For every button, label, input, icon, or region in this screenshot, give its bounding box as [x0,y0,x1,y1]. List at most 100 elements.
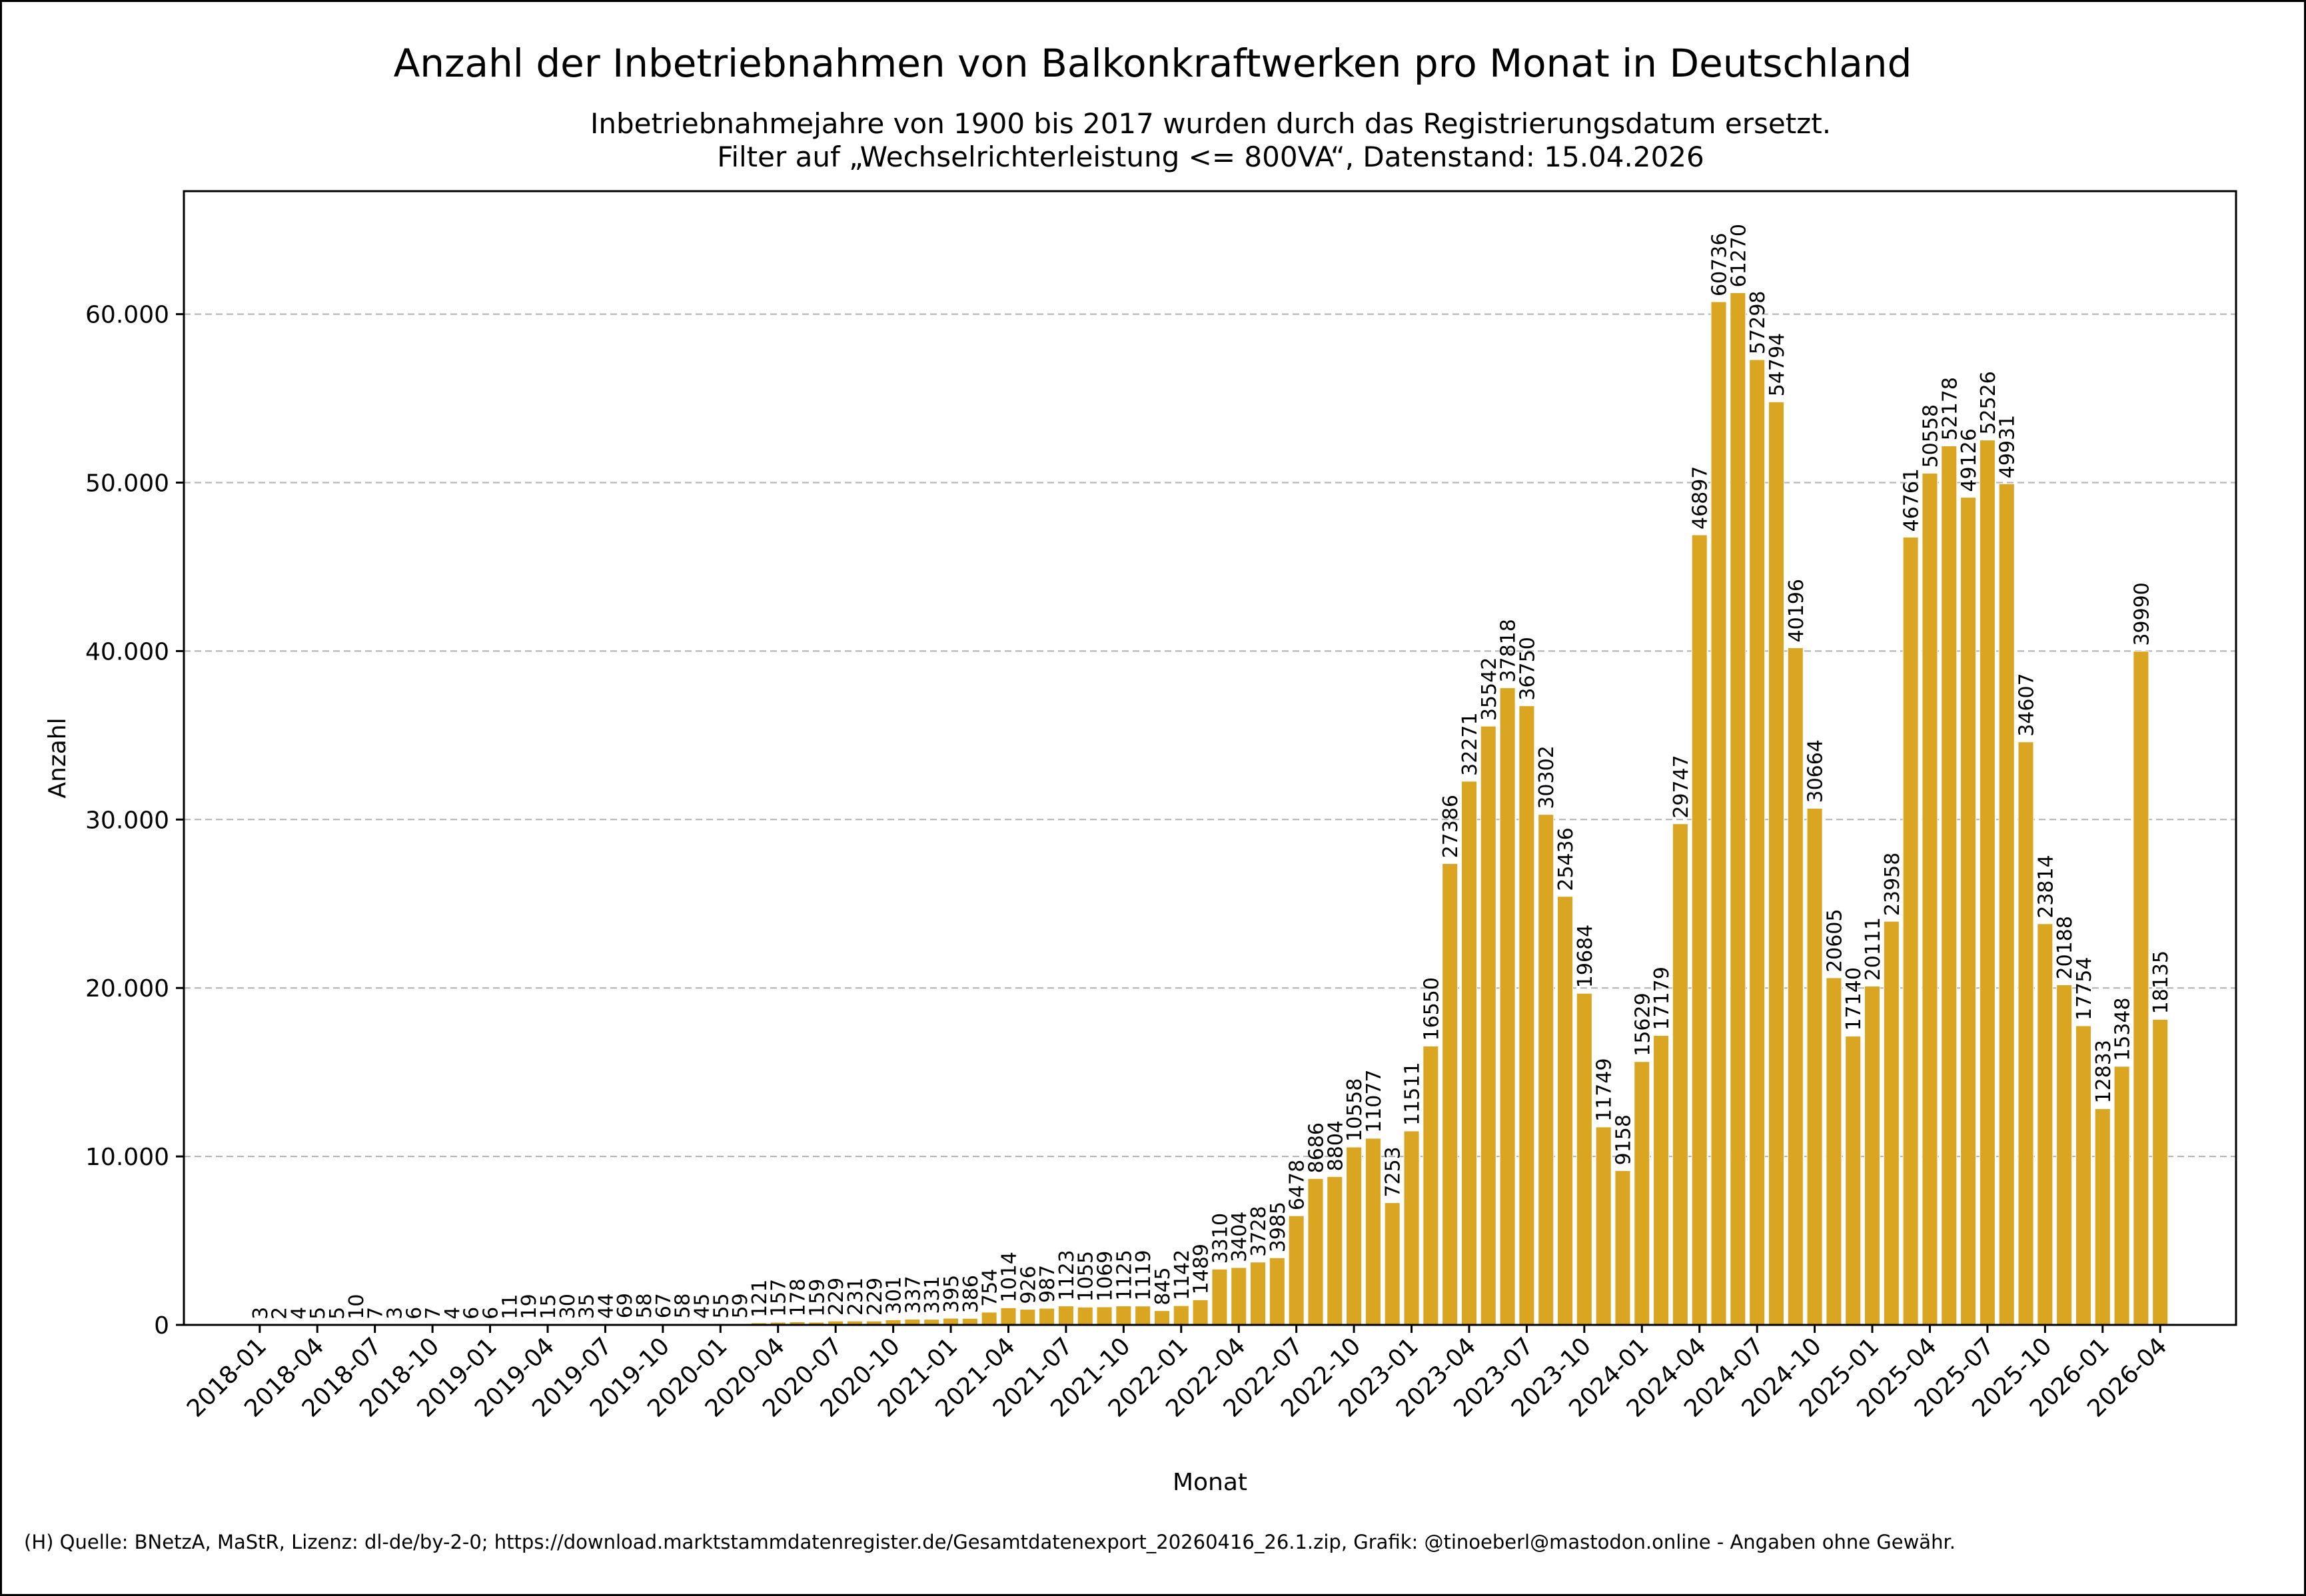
data-label: 15 [537,1294,560,1319]
data-label: 1119 [1132,1250,1155,1300]
bar [1057,1306,1074,1326]
data-label: 178 [787,1278,810,1316]
data-label: 5 [326,1307,349,1320]
y-tick-label: 10.000 [85,1144,169,1171]
bar [1960,497,1977,1326]
bar [1787,647,1804,1326]
y-tick-label: 60.000 [85,302,169,329]
bar [1979,440,1996,1326]
data-label: 11077 [1363,1069,1386,1132]
data-label: 18135 [2149,951,2173,1014]
bar [1556,896,1574,1326]
data-label: 46897 [1689,466,1712,530]
bar [1346,1146,1363,1326]
data-label: 3 [249,1307,273,1320]
data-label: 337 [901,1276,925,1314]
chart-subtitle-line-2: Filter auf „Wechselrichterleistung <= 80… [717,141,1704,173]
bar [1691,534,1708,1326]
bar [1135,1306,1151,1326]
source-footer: (H) Quelle: BNetzA, MaStR, Lizenz: dl-de… [24,1531,1956,1553]
data-label: 229 [825,1278,848,1316]
bar [1998,483,2015,1326]
data-label: 3985 [1267,1202,1290,1252]
data-label: 11 [498,1294,522,1320]
bar [1153,1310,1170,1326]
data-label: 44 [594,1294,618,1319]
data-label: 30 [556,1294,580,1319]
data-label: 67 [652,1293,676,1318]
bar [1231,1267,1247,1326]
y-axis-label: Anzahl [44,717,71,798]
data-label: 40196 [1785,579,1808,642]
bar [1192,1299,1209,1326]
bar [1384,1202,1401,1326]
bar [1614,1170,1631,1326]
data-label: 45 [690,1294,714,1319]
data-label: 19684 [1574,925,1597,988]
data-label: 4 [441,1307,464,1320]
data-label: 11749 [1593,1058,1616,1121]
bar [1423,1045,1439,1326]
data-label: 15348 [2111,997,2135,1060]
bar [1288,1215,1305,1326]
data-label: 15629 [1631,993,1654,1056]
bar [1941,445,1958,1326]
data-label: 27386 [1439,795,1462,858]
bars [251,292,2169,1326]
data-label: 10 [345,1294,368,1320]
data-label: 1142 [1171,1250,1194,1300]
bar [2113,1066,2130,1326]
data-label: 1055 [1075,1251,1098,1302]
data-label: 19 [518,1294,541,1319]
data-label: 30664 [1804,739,1828,803]
data-label: 3310 [1209,1213,1232,1264]
data-label: 49931 [1996,415,2019,478]
y-tick-label: 0 [154,1312,169,1340]
bar [1039,1308,1055,1326]
data-label: 12833 [2092,1040,2115,1103]
bar [1806,808,1823,1326]
y-tick-label: 20.000 [85,975,169,1002]
data-label: 34607 [2016,673,2039,736]
bar [2133,651,2149,1326]
data-label: 3728 [1247,1206,1271,1256]
data-label: 1125 [1113,1250,1136,1300]
data-label: 69 [614,1293,637,1318]
bar [1250,1262,1267,1326]
data-label: 17140 [1842,967,1866,1030]
data-label: 301 [883,1276,906,1314]
data-label: 60736 [1708,233,1732,296]
data-label: 20188 [2053,916,2077,979]
y-axis: 0 10.000 20.000 30.000 40.000 50.000 60.000 [85,302,184,1340]
x-axis-label: Monat [1173,1469,1247,1496]
y-tick-label: 40.000 [85,638,169,665]
data-label: 16550 [1420,977,1443,1040]
data-label: 10558 [1343,1078,1367,1142]
data-label: 61270 [1727,224,1750,287]
data-label: 25436 [1554,827,1578,891]
bar [1019,1309,1036,1326]
bar [2037,923,2053,1326]
data-label: 331 [921,1276,944,1314]
bar [2152,1018,2169,1326]
bar [1307,1178,1324,1326]
data-label: 32271 [1458,712,1482,775]
bar [1538,814,1554,1326]
data-label: 6 [460,1307,484,1320]
bar [1518,705,1535,1326]
bar [1902,536,1919,1326]
data-label: 1014 [997,1252,1021,1302]
data-label: 6 [480,1307,503,1320]
data-label: 7 [364,1307,388,1320]
data-label: 39990 [2130,582,2153,645]
data-label: 23814 [2034,855,2057,918]
bar [2075,1025,2091,1326]
data-label: 30302 [1535,745,1558,809]
bar [1442,863,1458,1326]
bar [1749,359,1766,1326]
y-tick-label: 30.000 [85,807,169,834]
x-axis: 2018-012018-042018-072018-102019-012019-… [182,1325,2173,1423]
data-label: 395 [940,1275,963,1313]
